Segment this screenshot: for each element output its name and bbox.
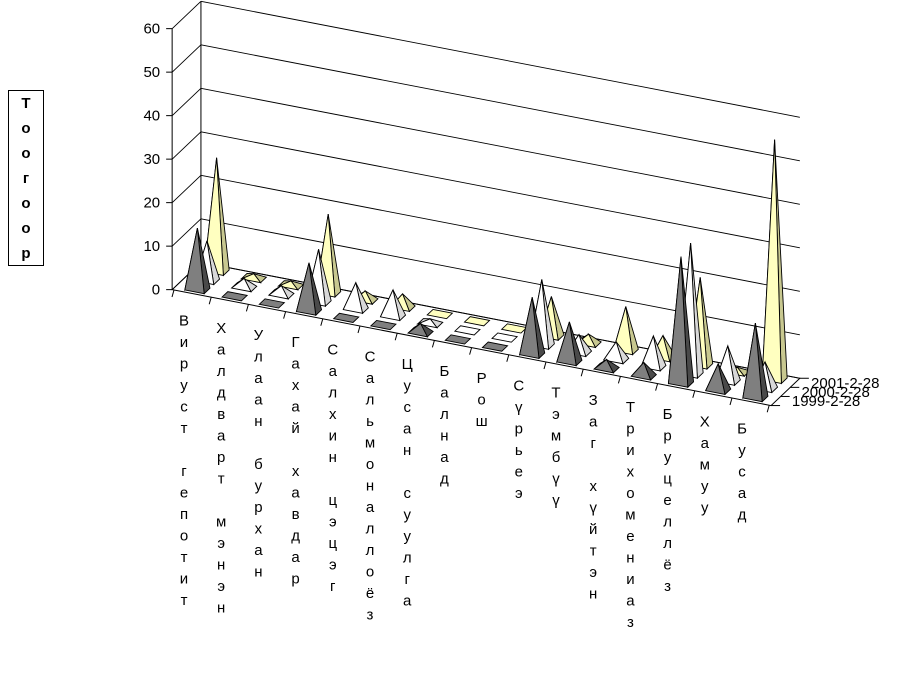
gridline [200,44,800,162]
pyramid-base [491,332,519,343]
y-axis-title-char: Т [21,95,31,112]
y-tick-label: 10 [143,238,160,255]
side-gridline [171,218,202,247]
pyramid [592,358,615,374]
x-tick [655,383,659,391]
pyramid [406,322,429,338]
x-tick [469,347,473,355]
x-tick [171,289,175,298]
pyramid-base [426,308,454,320]
y-axis-title-char: о [21,220,31,237]
pyramid [556,321,577,367]
x-tick [394,333,398,341]
pyramid [379,288,401,322]
pyramid [704,362,726,396]
y-axis-title-char: о [21,145,31,162]
pyramid-base [481,341,509,352]
gridline [200,87,800,205]
pyramid-base [221,291,249,302]
x-tick [766,405,770,413]
y-axis-title-char: о [21,120,31,137]
pyramid-base [444,334,472,345]
y-axis-title-char: р [21,245,31,262]
side-gridline [171,88,202,116]
pyramid [742,323,763,403]
pyramid [667,256,689,388]
pyramid [602,340,624,365]
x-tick [320,318,324,326]
x-tick [506,354,510,362]
pyramid [184,228,205,295]
gridline [200,0,800,118]
pyramid [230,277,252,293]
series-label: 2000-2-28 [801,384,869,401]
pyramid [276,280,299,291]
pyramid [519,297,540,360]
x-tick [431,340,435,348]
x-tick [357,325,361,334]
pyramid [267,284,290,300]
x-tick [543,361,547,370]
side-gridline [171,44,202,73]
x-tick [580,369,584,377]
x-tick [245,304,249,312]
x-tick [617,376,621,384]
y-axis-title-char: г [22,170,30,187]
y-tick-label: 20 [143,195,160,212]
pyramid [342,281,364,314]
pyramid [416,318,439,329]
pyramid [239,273,262,284]
gridline [200,174,800,292]
y-tick-label: 50 [143,64,160,81]
pyramid [295,262,317,316]
side-gridline [171,131,202,160]
y-tick-label: 30 [143,151,160,168]
pyramid-base [369,319,397,331]
x-tick [692,390,696,398]
x-tick [729,397,733,406]
series-label: 2001-2-28 [811,375,879,392]
y-tick-label: 0 [152,282,160,299]
gridline [200,218,800,336]
pyramid-base [332,312,360,323]
series-label: 1999-2-28 [792,393,860,410]
pyramid-base [453,325,481,336]
gridline [200,131,800,249]
y-axis-title-char: о [21,195,31,212]
pyramid-base [500,323,528,334]
pyramid-base [258,298,286,309]
pyramid [630,361,652,381]
side-gridline [171,1,202,29]
y-tick-label: 60 [143,21,160,38]
x-tick [208,297,212,305]
y-tick-label: 40 [143,108,160,125]
side-gridline [171,175,202,203]
x-tick [283,311,287,319]
pyramid-base [463,316,491,327]
